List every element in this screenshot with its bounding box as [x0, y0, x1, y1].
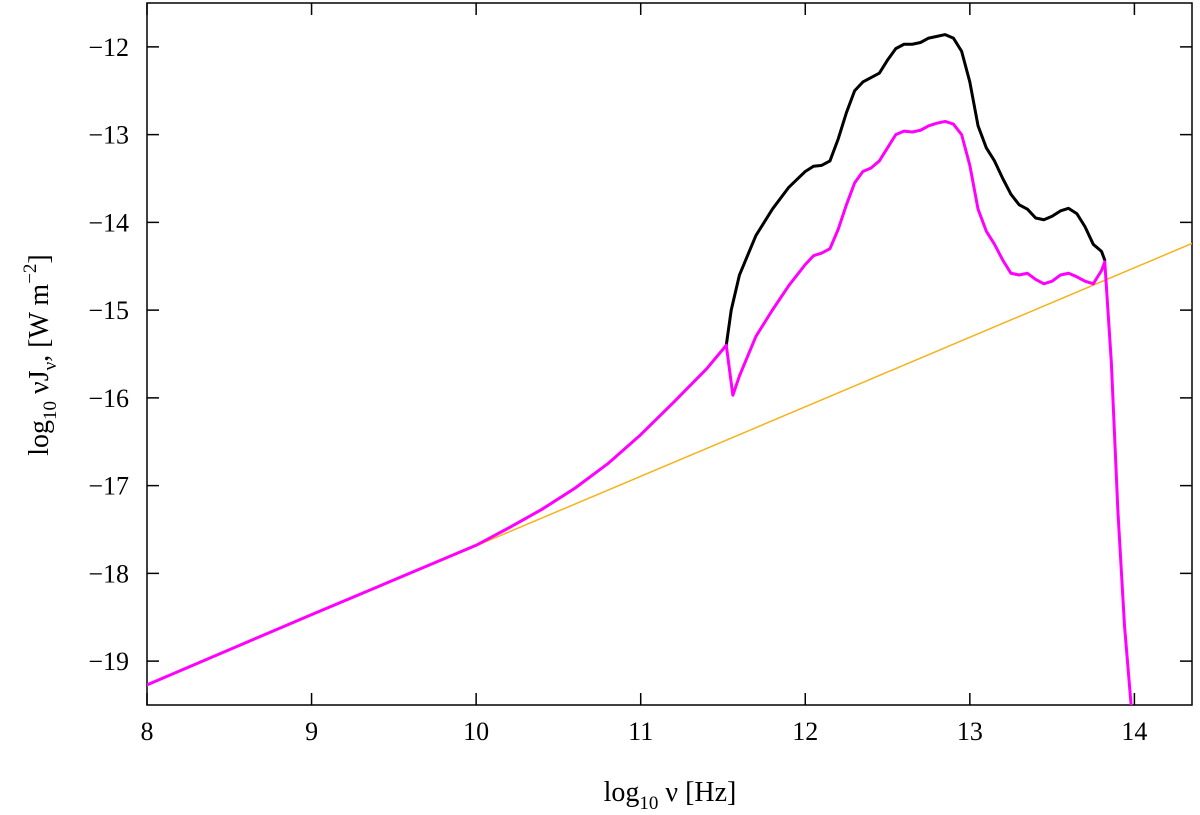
- y-axis-label-sub: 10: [40, 401, 61, 420]
- y-axis-label-end: ]: [24, 254, 55, 263]
- y-axis-label-mid: νJ: [24, 370, 55, 401]
- x-axis-label: log10 ν [Hz]: [604, 777, 737, 814]
- plot-frame: [146, 2, 1193, 706]
- y-tick-label: −19: [88, 647, 129, 676]
- x-tick-label: 11: [628, 717, 653, 746]
- y-axis-label-sup: −2: [20, 264, 41, 284]
- y-tick-label: −15: [88, 296, 129, 325]
- y-tick-label: −13: [88, 121, 129, 150]
- x-tick-label: 8: [141, 717, 154, 746]
- y-tick-label: −14: [88, 208, 129, 237]
- x-axis-label-main: log: [604, 777, 640, 808]
- y-tick-label: −17: [88, 472, 129, 501]
- x-axis-label-rest: ν [Hz]: [658, 777, 736, 808]
- y-tick-label: −16: [88, 384, 129, 413]
- x-tick-label: 12: [792, 717, 818, 746]
- x-tick-label: 13: [957, 717, 983, 746]
- y-tick-label: −12: [88, 33, 129, 62]
- x-axis-label-sub: 10: [639, 793, 658, 814]
- x-tick-label: 9: [305, 717, 318, 746]
- y-axis-label-sub2: ν: [40, 361, 61, 370]
- x-tick-label: 10: [463, 717, 489, 746]
- y-axis-label-main: log: [24, 420, 55, 456]
- axis-ticks: 8 9 10 11 12 13 14 −19 −18 −17 −16 −15 −14 −13 −12: [88, 3, 1192, 746]
- total-sed-line: [724, 33, 1107, 347]
- x-tick-label: 14: [1121, 717, 1147, 746]
- y-tick-label: −18: [88, 559, 129, 588]
- series-group: [147, 33, 1192, 705]
- y-axis-label: log10 νJν, [W m−2]: [20, 254, 61, 456]
- y-axis-label-rest: , [W m: [24, 284, 55, 362]
- reduced-sed-line: [147, 119, 1133, 705]
